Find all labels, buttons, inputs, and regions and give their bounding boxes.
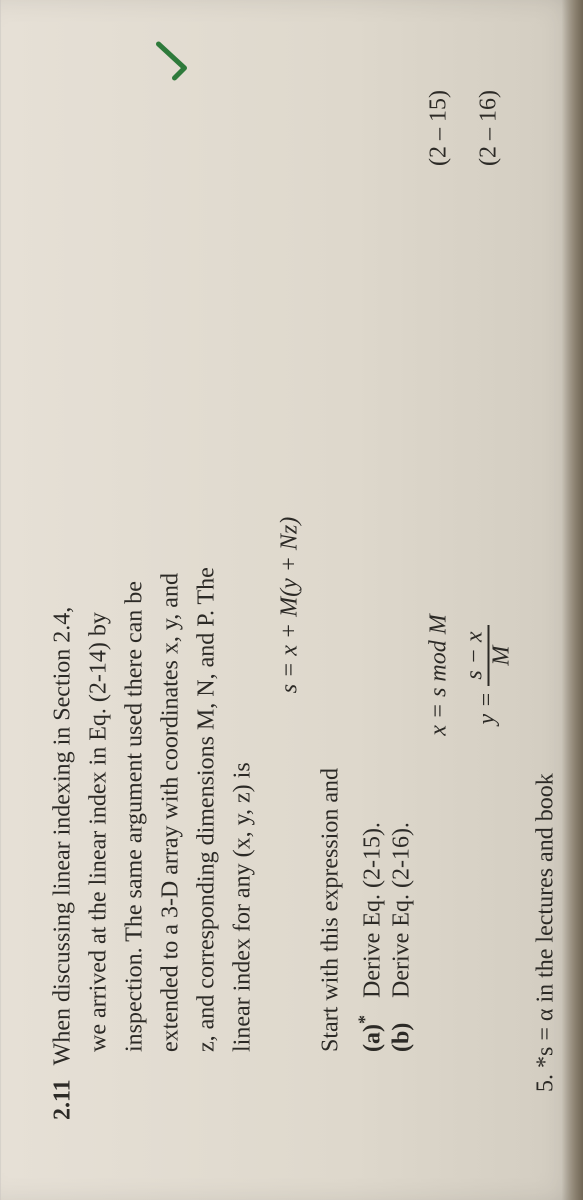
start-line: Start with this expression and xyxy=(317,90,344,1052)
main-equation: s = x + M(y + Nz) xyxy=(276,90,303,1120)
footnote-number: 5. xyxy=(532,1074,558,1092)
problem-line-1: When discussing linear indexing in Secti… xyxy=(49,607,75,1066)
part-b-text: Derive Eq. (2-16). xyxy=(388,822,414,998)
textbook-page: 2.11 When discussing linear indexing in … xyxy=(0,0,583,1200)
page-edge xyxy=(561,0,583,1200)
problem-2-11: 2.11 When discussing linear indexing in … xyxy=(44,90,260,1120)
eq-2-16-tag: (2 – 16) xyxy=(475,90,502,230)
part-a-label: (a) xyxy=(359,1024,385,1052)
fraction-icon: s − x M xyxy=(462,625,514,685)
check-icon xyxy=(150,40,194,84)
eq-2-15-tag: (2 – 15) xyxy=(425,90,452,230)
equation-2-16: y = s − x M (2 – 16) xyxy=(462,90,514,1120)
problem-line-6: linear index for any (x, y, z) is xyxy=(229,762,255,1052)
problem-number: 2.11 xyxy=(44,1079,80,1120)
part-b-label: (b) xyxy=(388,1004,415,1052)
part-a-text: Derive Eq. (2-15). xyxy=(359,822,385,998)
part-a: (a)* Derive Eq. (2-15). xyxy=(354,90,386,1052)
part-a-star: * xyxy=(354,1015,374,1024)
eq-2-16-den: M xyxy=(489,625,514,685)
eq-2-16-lhs: y = xyxy=(474,686,500,725)
eq-2-16-math: y = s − x M xyxy=(462,230,514,1120)
problem-line-5: z, and corresponding dimensions M, N, an… xyxy=(193,567,219,1052)
equation-2-15: x = s mod M (2 – 15) xyxy=(425,90,452,1120)
eq-2-16-num: s − x xyxy=(462,625,489,685)
problem-line-2: we arrived at the linear index in Eq. (2… xyxy=(85,612,111,1052)
eq-2-15-math: x = s mod M xyxy=(425,230,452,1120)
problem-line-3: inspection. The same argument used there… xyxy=(121,581,147,1052)
footnote-text: *s = α in the lectures and book xyxy=(532,773,558,1068)
parts-block: (a)* Derive Eq. (2-15). (b) Derive Eq. (… xyxy=(354,90,415,1052)
problem-line-4: extended to a 3-D array with coordinates… xyxy=(157,573,183,1052)
part-b: (b) Derive Eq. (2-16). xyxy=(388,90,415,1052)
footnote: 5. *s = α in the lectures and book xyxy=(532,90,559,1092)
